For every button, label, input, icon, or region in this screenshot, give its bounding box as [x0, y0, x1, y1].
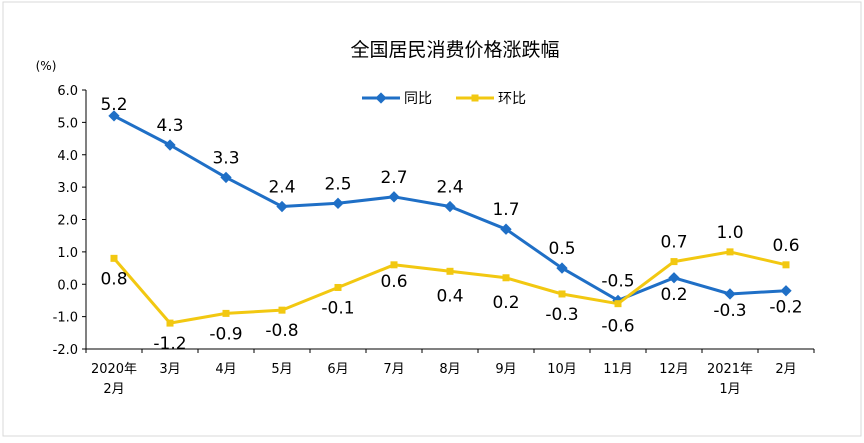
- series-2-data-label: -0.6: [601, 317, 634, 337]
- y-tick-label: 5.0: [57, 116, 78, 131]
- series-1-data-label: 0.5: [548, 239, 575, 259]
- x-tick-label: 4月: [215, 362, 236, 377]
- data-labels-layer: 5.2 4.3 3.3 2.4 2.5 2.7 2.4 1.7 0.5 -0.5 0.2 -0.3 -0…: [100, 95, 802, 354]
- series-1-data-label: 4.3: [156, 116, 183, 136]
- x-tick-label: 1月: [719, 382, 740, 397]
- series-2-data-label: -0.9: [209, 324, 242, 344]
- series-1-data-label: -0.2: [769, 298, 802, 318]
- series-2-data-label: 0.2: [492, 293, 519, 313]
- series-1-point: [276, 200, 288, 213]
- series-1-point: [444, 200, 456, 213]
- x-tick-label: 9月: [495, 362, 516, 377]
- y-tick-label: 6.0: [57, 84, 78, 99]
- series-2-point: [334, 283, 342, 291]
- y-tick-label: 2.0: [57, 214, 78, 229]
- chart-frame: [2, 1, 862, 437]
- series-1-data-label: -0.5: [601, 271, 634, 291]
- x-tick-label: 2月: [775, 362, 796, 377]
- series-1-point: [332, 197, 344, 209]
- series-2-data-label: -0.1: [321, 298, 354, 318]
- series-2-point: [502, 274, 510, 282]
- series-2-point: [390, 261, 398, 269]
- series-2-point: [222, 309, 230, 317]
- x-axis: 2020年 2月 3月 4月 5月 6月 7月 8月 9月 10月 11月 12月 2021年 1月 2月: [85, 348, 815, 397]
- x-tick-label: 12月: [659, 362, 689, 377]
- series-1-point: [500, 223, 512, 235]
- series-2-point: [558, 290, 566, 298]
- series-1-data-label: 5.2: [100, 95, 127, 115]
- series-1-data-label: 2.7: [380, 168, 407, 188]
- series-1-data-label: 0.2: [660, 285, 687, 305]
- series-layer: [108, 110, 792, 327]
- series-2-point: [726, 248, 734, 256]
- y-tick-label: -1.0: [53, 311, 78, 326]
- series-2-data-label: 0.6: [772, 236, 799, 256]
- series-1-data-label: 2.4: [268, 178, 295, 198]
- y-tick-label: -2.0: [53, 343, 78, 358]
- series-1-data-label: 2.4: [436, 178, 463, 198]
- series-2-point: [614, 300, 622, 308]
- y-axis: 6.0 5.0 4.0 3.0 2.0 1.0 0.0 -1.0 -2.0: [53, 84, 87, 358]
- x-tick-label: 2020年: [91, 362, 137, 377]
- legend-label: 同比: [404, 91, 432, 107]
- legend-label: 环比: [498, 91, 526, 107]
- x-tick-label: 11月: [603, 362, 633, 377]
- series-2-point: [166, 319, 174, 327]
- x-tick-label: 10月: [547, 362, 577, 377]
- series-2-data-label: -0.3: [545, 305, 578, 325]
- series-2-data-label: -1.2: [153, 334, 186, 354]
- series-1-point: [220, 171, 232, 184]
- x-tick-label: 5月: [271, 362, 292, 377]
- x-tick-label: 2月: [103, 382, 124, 397]
- series-2-point: [446, 267, 454, 275]
- series-1-data-label: 1.7: [492, 200, 519, 220]
- y-axis-unit: (%): [36, 59, 57, 73]
- series-2-data-label: 0.4: [436, 286, 463, 306]
- series-2-data-label: 1.0: [716, 223, 743, 243]
- series-1-point: [388, 191, 400, 203]
- series-1-data-label: -0.3: [713, 301, 746, 321]
- series-2-point: [782, 261, 790, 269]
- series-1-point: [164, 139, 176, 151]
- series-2-data-label: 0.8: [100, 269, 127, 289]
- y-tick-label: 3.0: [57, 181, 78, 196]
- y-tick-label: 0.0: [57, 278, 78, 293]
- y-tick-label: 1.0: [57, 246, 78, 261]
- legend: 同比 环比: [362, 91, 526, 107]
- x-tick-label: 3月: [159, 362, 180, 377]
- legend-swatch-marker: [471, 94, 479, 102]
- series-1-point: [668, 272, 680, 284]
- series-2-data-label: 0.6: [380, 272, 407, 292]
- chart-title: 全国居民消费价格涨跌幅: [350, 39, 559, 61]
- x-tick-label: 7月: [383, 362, 404, 377]
- series-1-point: [556, 262, 568, 274]
- series-1-point: [780, 285, 792, 297]
- x-tick-label: 2021年: [707, 362, 753, 377]
- series-2-data-label: -0.8: [265, 321, 298, 341]
- x-tick-label: 6月: [327, 362, 348, 377]
- x-tick-label: 8月: [439, 362, 460, 377]
- series-2-point: [278, 306, 286, 314]
- series-2-point: [110, 254, 118, 262]
- series-2-point: [670, 258, 678, 266]
- series-1-data-label: 2.5: [324, 174, 351, 194]
- series-1-point: [724, 288, 736, 300]
- y-tick-label: 4.0: [57, 149, 78, 164]
- series-2-data-label: 0.7: [660, 233, 687, 253]
- series-1-data-label: 3.3: [212, 148, 239, 168]
